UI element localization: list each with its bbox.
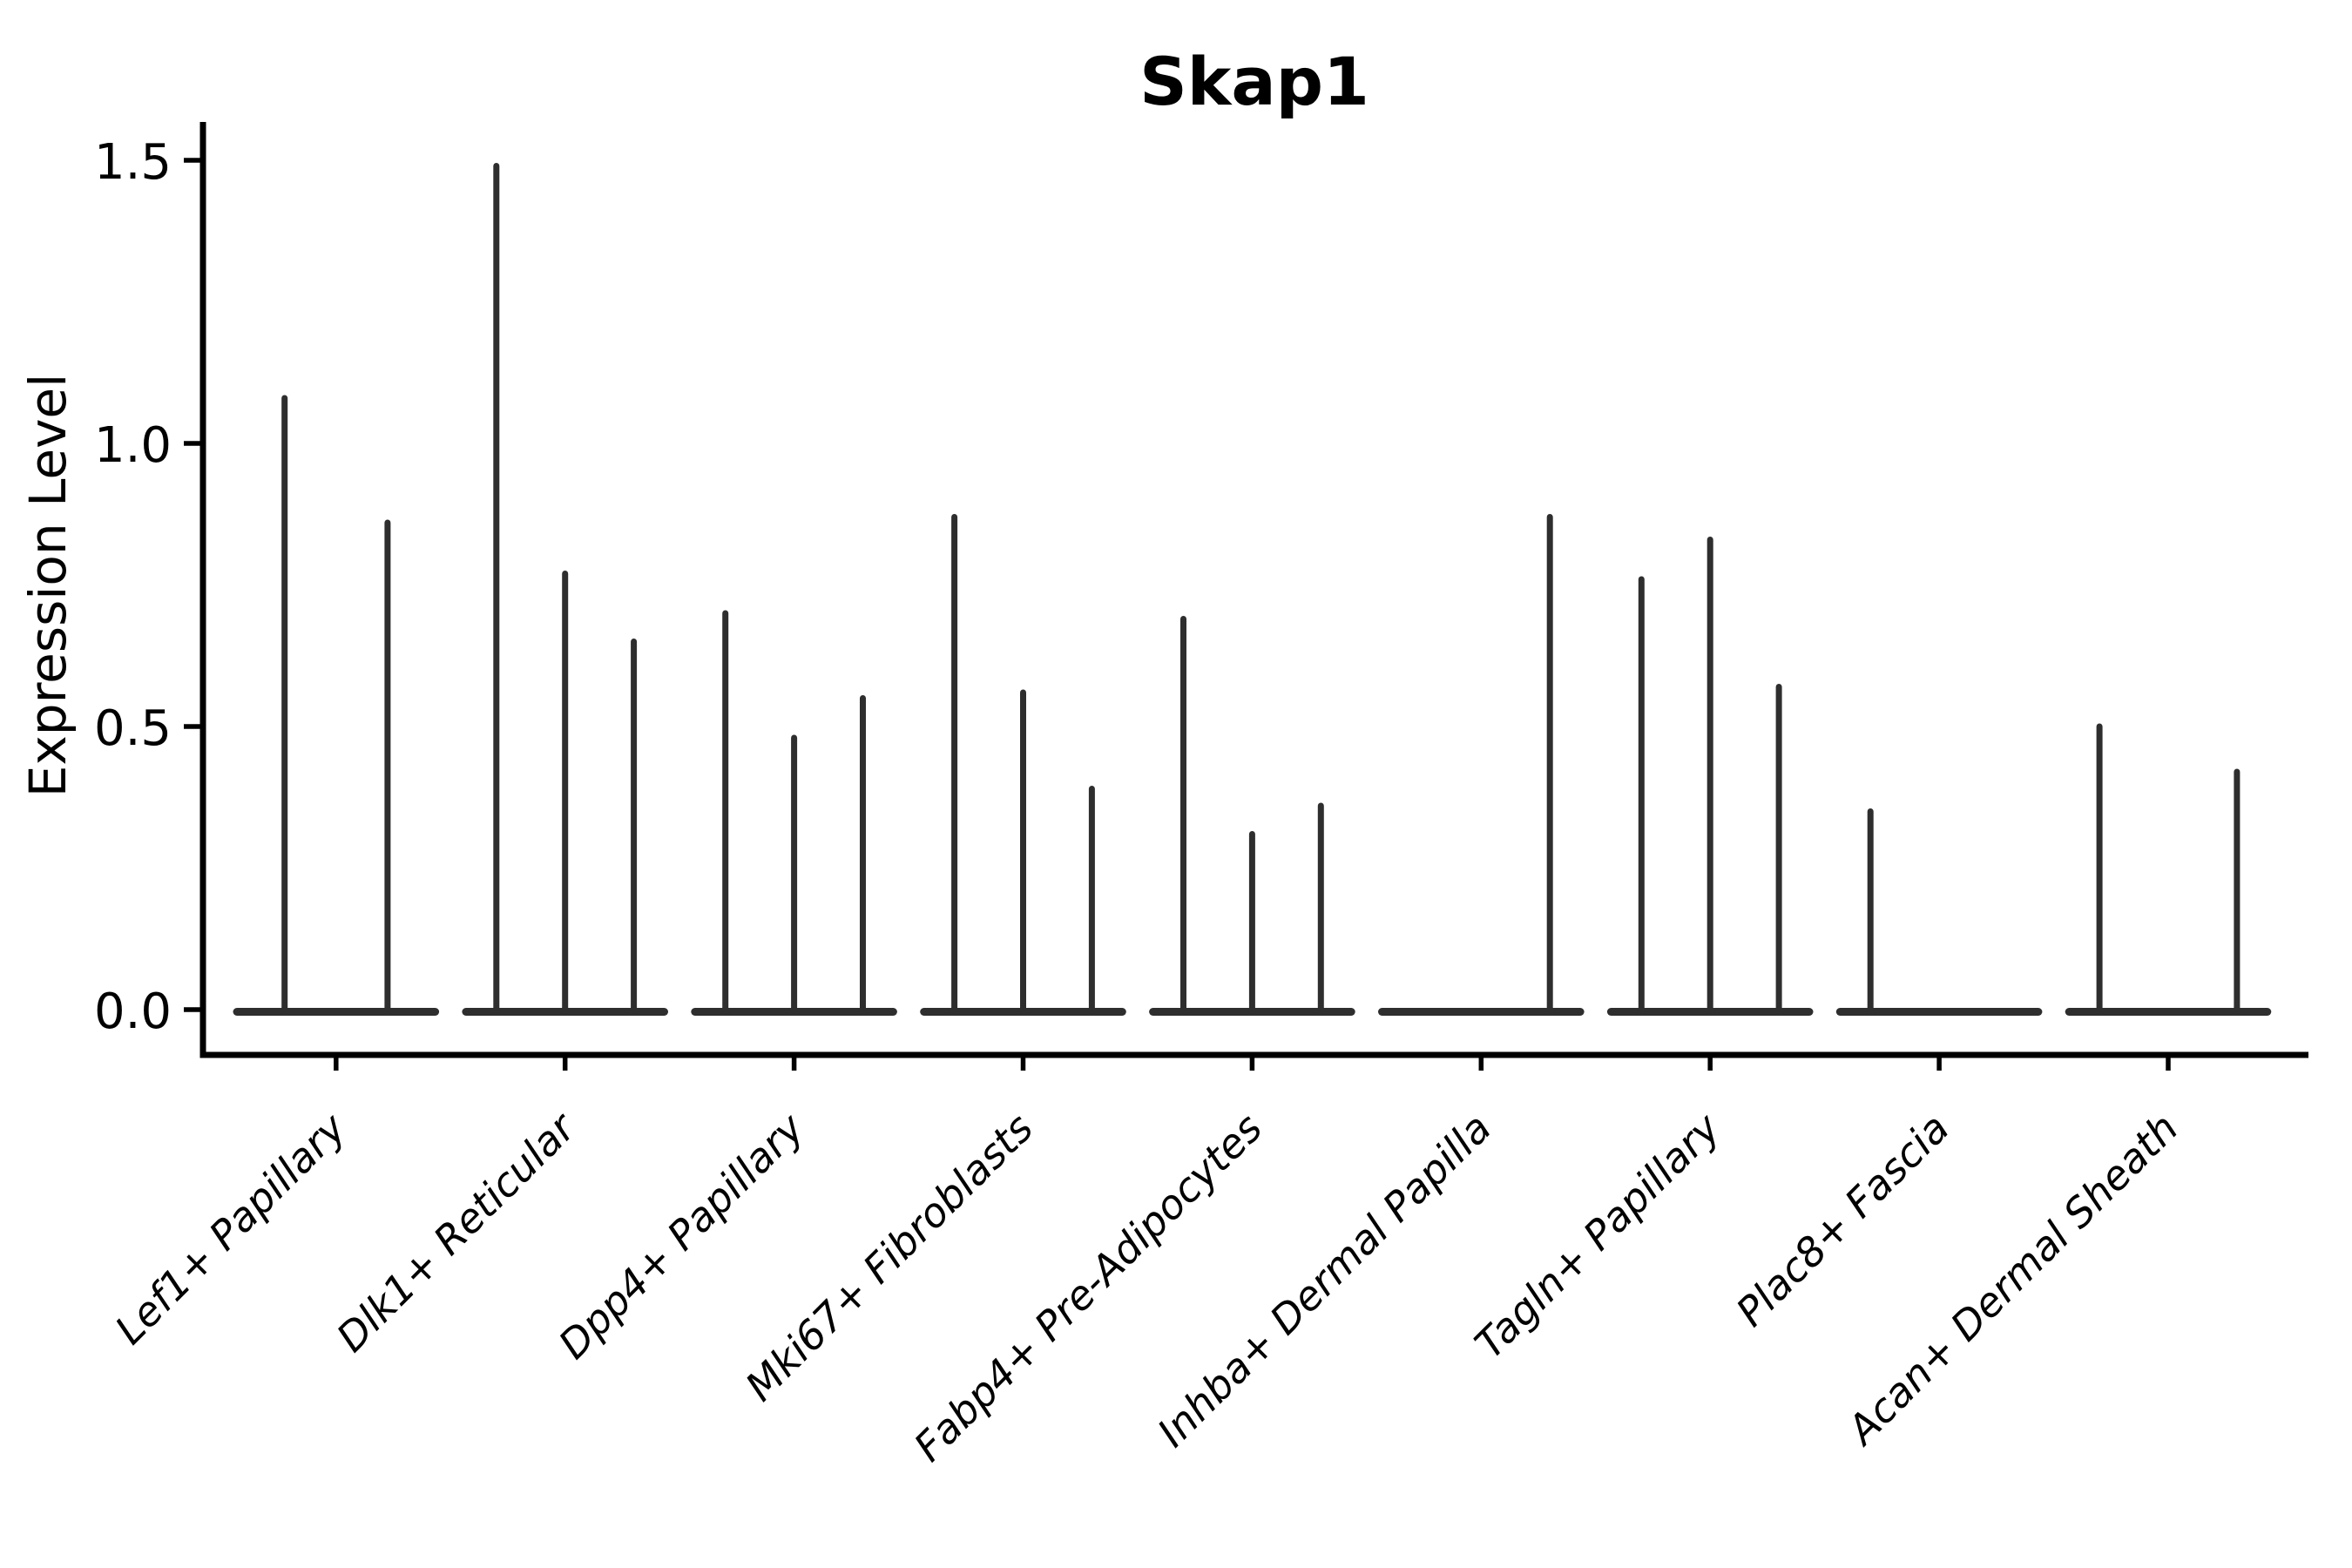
- x-tick-label: Dpp4+ Papillary: [550, 1104, 814, 1368]
- violin-baseline: [2065, 1008, 2272, 1016]
- violin-baseline: [1835, 1008, 2043, 1016]
- x-tick-label: Lef1+ Papillary: [106, 1104, 355, 1353]
- violin-baseline: [233, 1008, 440, 1016]
- y-tick-label: 0.0: [94, 983, 172, 1040]
- violin-baseline: [1378, 1008, 1585, 1016]
- y-tick-label: 0.5: [94, 700, 172, 757]
- y-tick-label: 1.0: [94, 417, 172, 474]
- x-tick-label: Dlk1+ Reticular: [328, 1102, 586, 1361]
- violins-group: [233, 163, 2272, 1016]
- x-tick-label: Plac8+ Fascia: [1727, 1105, 1957, 1335]
- y-tick-label: 1.5: [94, 134, 172, 191]
- chart-title: Skap1: [1139, 43, 1369, 120]
- y-axis-ticks: 0.0 0.5 1.0 1.5: [94, 134, 203, 1040]
- x-tick-label: Tagln+ Papillary: [1466, 1104, 1730, 1368]
- y-axis-label: Expression Level: [18, 374, 78, 797]
